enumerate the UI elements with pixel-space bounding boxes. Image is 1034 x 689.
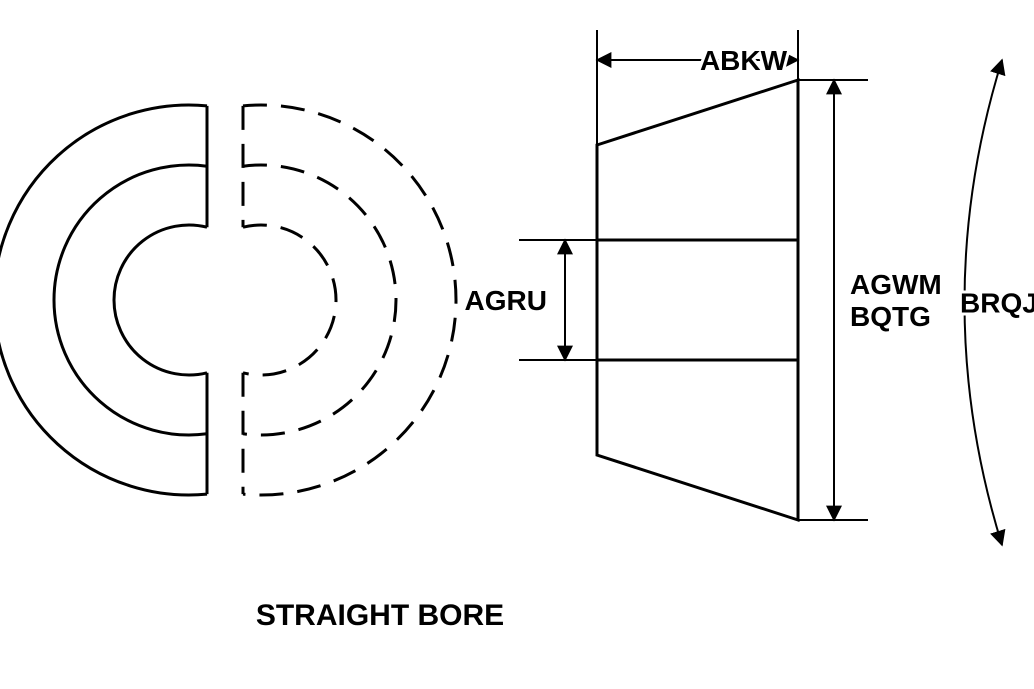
label-agru: AGRU [465,285,547,316]
label-bqtg: BQTG [850,301,931,332]
label-brqj: BRQJ [960,288,1034,319]
diagram-title: STRAIGHT BORE [256,599,504,632]
front-view-arcs [0,105,456,495]
label-agwm: AGWM [850,269,942,300]
technical-diagram: ABKW AGRU AGWM BQTG BRQJ STRAIGHT BORE [0,0,1034,689]
label-abkw: ABKW [700,45,788,76]
